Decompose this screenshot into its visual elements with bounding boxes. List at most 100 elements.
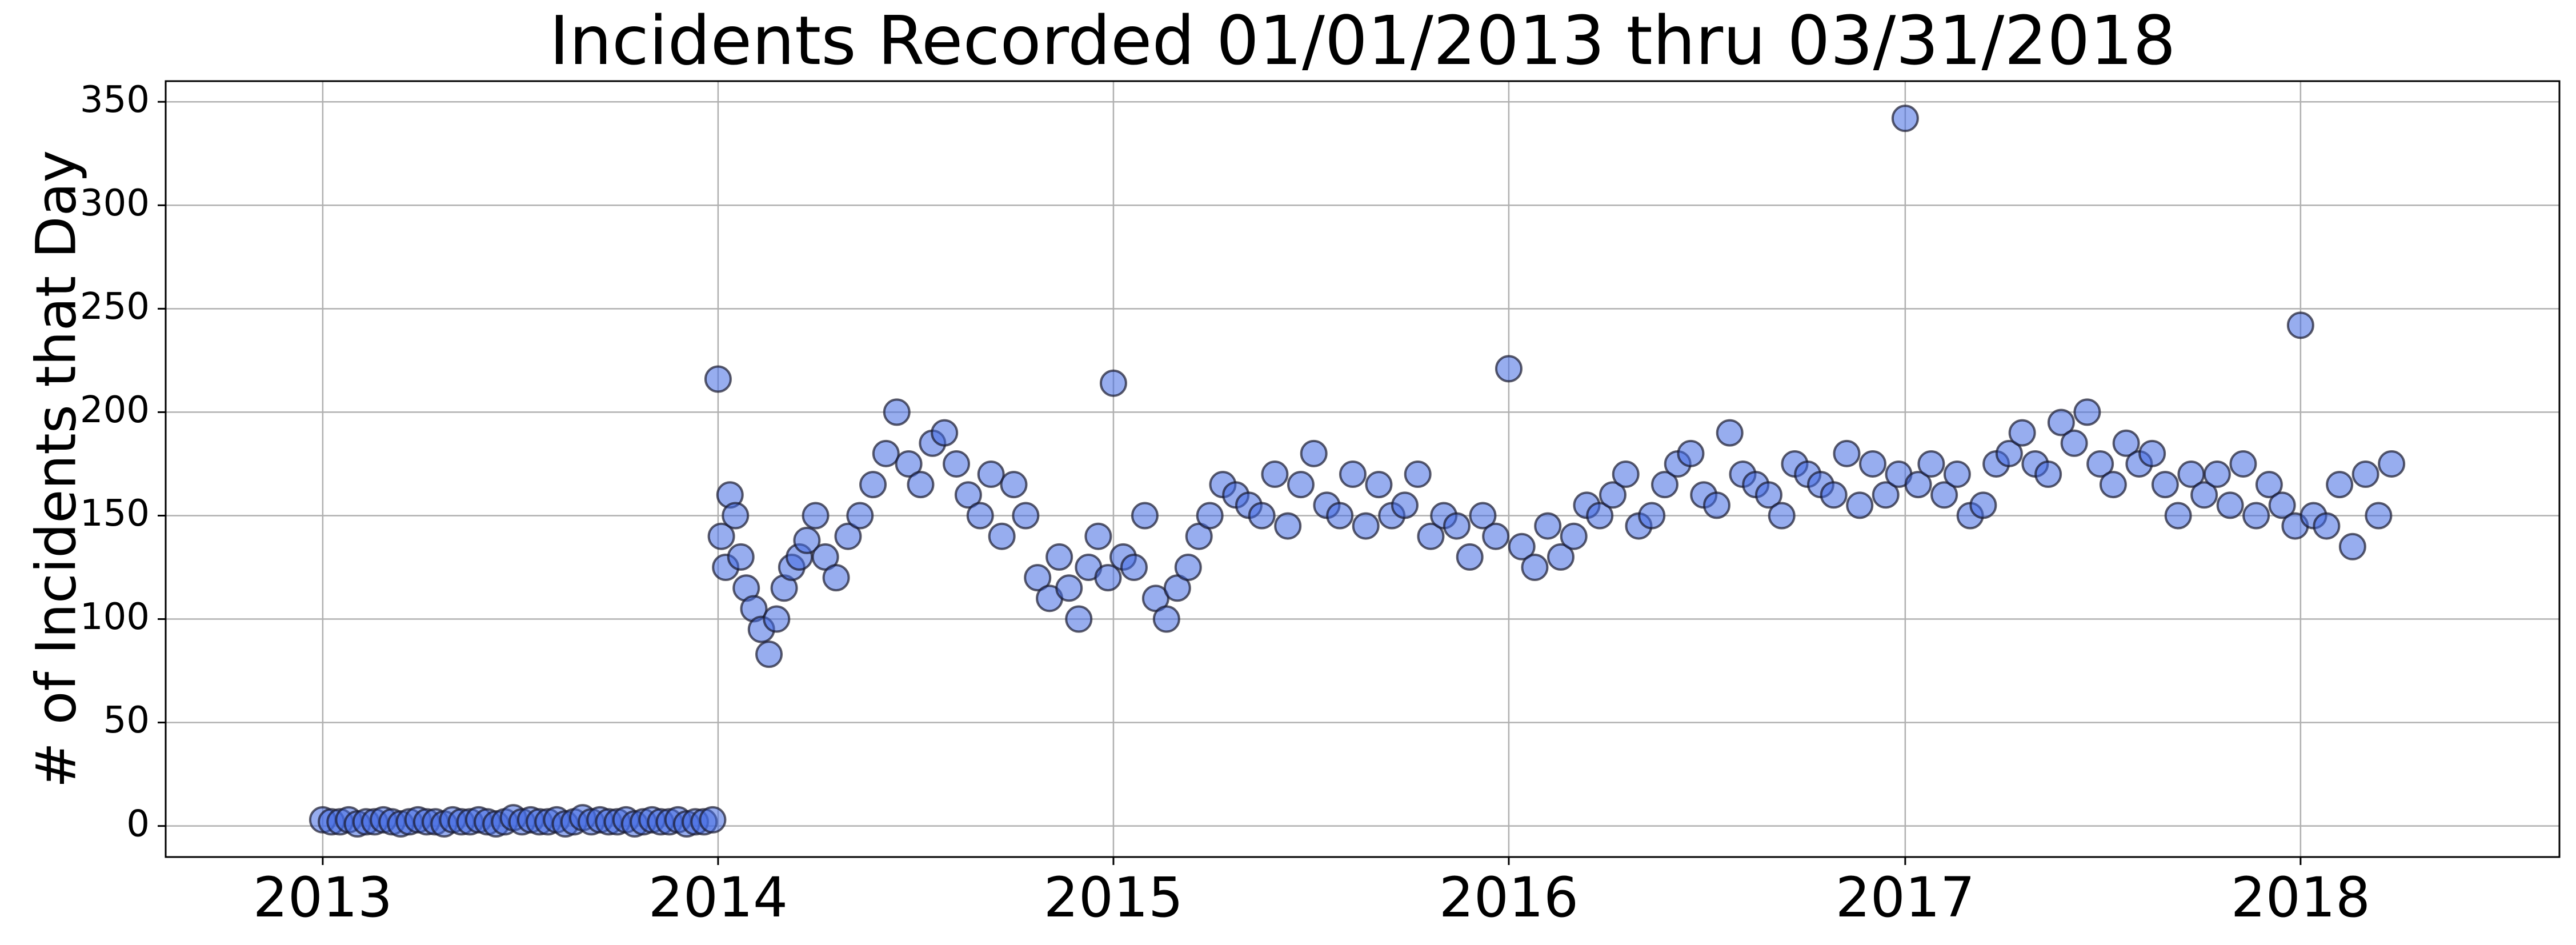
data-point [2008, 419, 2036, 447]
data-point [977, 461, 1005, 488]
y-tick-label: 250 [80, 286, 150, 328]
data-points [309, 105, 2406, 838]
data-point [1547, 543, 1575, 571]
data-point [834, 522, 862, 550]
data-point [2242, 502, 2270, 530]
y-tick-label: 300 [80, 182, 150, 225]
data-point [1174, 554, 1202, 582]
data-point [2286, 311, 2314, 339]
y-tick-label: 0 [126, 803, 150, 845]
data-point [1404, 461, 1432, 488]
x-tick-label: 2014 [648, 866, 788, 930]
data-point [1443, 512, 1471, 540]
data-point [1495, 355, 1523, 383]
data-point [822, 564, 850, 592]
data-point [1943, 461, 1971, 488]
data-point [872, 439, 900, 467]
data-point [727, 543, 755, 571]
data-point [2203, 461, 2231, 488]
data-point [2216, 491, 2244, 519]
data-point [1274, 512, 1302, 540]
data-point [2351, 461, 2379, 488]
y-tick-label: 50 [103, 699, 150, 742]
data-point [1560, 522, 1588, 550]
data-point [1833, 439, 1861, 467]
data-point [1904, 471, 1932, 499]
data-point [2034, 461, 2062, 488]
data-point [2073, 398, 2101, 426]
data-point [1482, 522, 1510, 550]
data-point [2338, 532, 2366, 560]
data-point [1065, 605, 1093, 633]
data-point [1024, 564, 1052, 592]
data-point [1650, 471, 1678, 499]
data-point [1995, 439, 2023, 467]
data-point [1248, 502, 1276, 530]
data-point [2255, 471, 2283, 499]
data-point [1846, 491, 1874, 519]
data-point [793, 526, 821, 554]
data-point [1508, 532, 1536, 560]
data-point [1099, 369, 1127, 397]
data-point [1084, 522, 1112, 550]
data-point [1326, 502, 1354, 530]
data-point [2151, 471, 2179, 499]
data-point [954, 481, 982, 509]
data-point [2378, 450, 2406, 478]
data-point [966, 502, 994, 530]
data-point [2099, 471, 2127, 499]
x-tick-label: 2013 [253, 866, 392, 930]
plot-frame [165, 80, 2561, 858]
data-point [1599, 481, 1626, 509]
data-point [859, 471, 887, 499]
data-point [755, 640, 783, 668]
data-point [883, 398, 911, 426]
data-point [1131, 502, 1159, 530]
data-point [1891, 105, 1919, 133]
data-point [1754, 481, 1782, 509]
data-point [1196, 502, 1224, 530]
data-point [1586, 502, 1614, 530]
data-point [2164, 502, 2192, 530]
data-point [2060, 429, 2088, 457]
data-point [1287, 471, 1315, 499]
data-point [2047, 409, 2075, 437]
data-point [2086, 450, 2114, 478]
data-point [1365, 471, 1393, 499]
data-point [1716, 419, 1744, 447]
data-point [699, 806, 727, 834]
data-point [907, 471, 935, 499]
data-point [707, 522, 735, 550]
data-point [931, 419, 959, 447]
data-point [1930, 481, 1958, 509]
data-point [1969, 491, 1997, 519]
data-point [988, 522, 1016, 550]
data-point [1352, 512, 1380, 540]
data-point [1261, 461, 1289, 488]
y-tick-label: 350 [80, 79, 150, 121]
data-point [1768, 502, 1796, 530]
data-point [1391, 491, 1419, 519]
chart-title: Incidents Recorded 01/01/2013 thru 03/31… [549, 1, 2176, 80]
data-point [1300, 439, 1328, 467]
data-point [2112, 429, 2140, 457]
y-tick-label: 200 [80, 389, 150, 431]
data-point [1417, 522, 1445, 550]
data-point [846, 502, 874, 530]
x-tick-label: 2016 [1439, 866, 1579, 930]
x-tick-label: 2017 [1836, 866, 1975, 930]
data-point [704, 365, 732, 393]
axis-ticks: 2013 2014 2015 2016 2017 2018 0 50 100 150 200 250 3… [80, 79, 2370, 930]
data-point [1045, 543, 1073, 571]
data-point [1152, 605, 1180, 633]
data-point [1339, 461, 1367, 488]
data-point [2313, 512, 2341, 540]
data-point [1917, 450, 1945, 478]
data-point [943, 450, 971, 478]
y-axis-label: # of Incidents that Day [24, 150, 88, 788]
x-tick-label: 2018 [2231, 866, 2370, 930]
data-point [802, 502, 830, 530]
y-tick-label: 100 [80, 596, 150, 638]
